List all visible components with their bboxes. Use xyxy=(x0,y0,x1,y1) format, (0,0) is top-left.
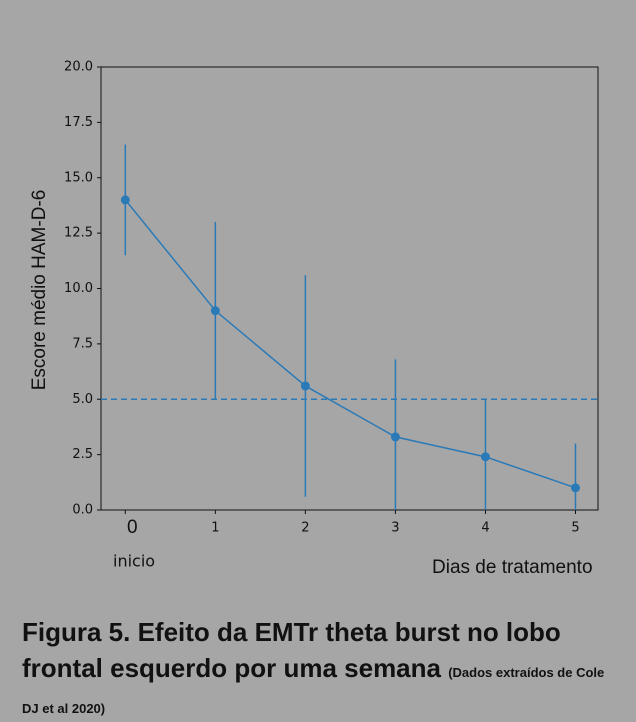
x-tick-label: 3 xyxy=(391,521,399,536)
caption-title: Figura 5. Efeito da EMTr theta burst no … xyxy=(22,617,561,683)
data-point xyxy=(480,452,490,462)
data-point xyxy=(570,483,580,493)
y-tick-label: 17.5 xyxy=(64,115,93,130)
x-axis-label: Dias de tratamento xyxy=(432,557,593,578)
y-tick-label: 20.0 xyxy=(64,60,93,75)
x-tick-label: 4 xyxy=(481,521,489,536)
caption: Figura 5. Efeito da EMTr theta burst no … xyxy=(22,614,622,722)
y-tick-label: 2.5 xyxy=(72,447,93,462)
data-point xyxy=(120,195,130,205)
y-tick-label: 12.5 xyxy=(64,226,93,241)
x-tick-label: 1 xyxy=(211,521,219,536)
y-tick-label: 7.5 xyxy=(72,336,93,351)
data-point xyxy=(210,306,220,316)
x-annotation: inicio xyxy=(113,552,155,571)
y-tick-label: 0.0 xyxy=(72,503,93,518)
caption-source: (Dados extraídos de Cole DJ et al 2020) xyxy=(22,665,605,716)
plot-area xyxy=(101,144,598,510)
y-tick-label: 10.0 xyxy=(64,281,93,296)
y-tick-label: 15.0 xyxy=(64,170,93,185)
chart: Escore médio HAM-D-6 Dias de tratamento … xyxy=(29,60,599,578)
y-axis-label: Escore médio HAM-D-6 xyxy=(29,190,50,391)
x-tick-label: 0 xyxy=(127,517,138,538)
plot-frame xyxy=(100,66,599,511)
data-point xyxy=(390,432,400,442)
x-tick-label: 2 xyxy=(301,521,309,536)
series-line xyxy=(124,199,576,489)
x-tick-label: 5 xyxy=(571,521,579,536)
y-tick-label: 5.0 xyxy=(72,392,93,407)
data-point xyxy=(300,381,310,391)
